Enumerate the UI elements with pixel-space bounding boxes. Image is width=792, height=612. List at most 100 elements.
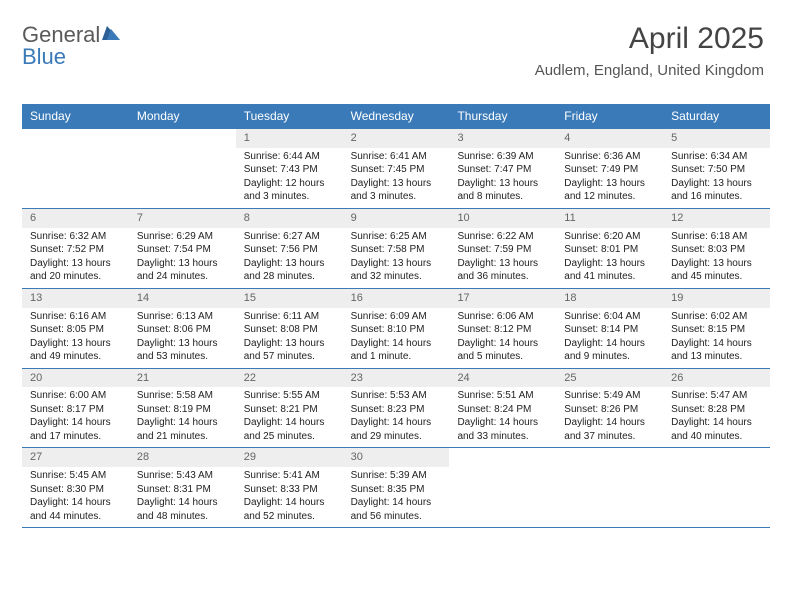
daylight-text: Daylight: 14 hours and 1 minute. xyxy=(351,337,442,364)
sunrise-text: Sunrise: 6:09 AM xyxy=(351,310,442,324)
calendar-header-cell: Monday xyxy=(129,104,236,128)
daylight-text: Daylight: 14 hours and 29 minutes. xyxy=(351,416,442,443)
sunrise-text: Sunrise: 6:34 AM xyxy=(671,150,762,164)
sunset-text: Sunset: 7:59 PM xyxy=(457,243,548,257)
sunset-text: Sunset: 7:50 PM xyxy=(671,163,762,177)
day-number: 29 xyxy=(236,448,343,467)
day-body: Sunrise: 5:39 AMSunset: 8:35 PMDaylight:… xyxy=(343,467,450,527)
sunset-text: Sunset: 8:05 PM xyxy=(30,323,121,337)
calendar-day-cell: 27Sunrise: 5:45 AMSunset: 8:30 PMDayligh… xyxy=(22,448,129,527)
calendar-day-cell: 19Sunrise: 6:02 AMSunset: 8:15 PMDayligh… xyxy=(663,289,770,368)
sunset-text: Sunset: 8:01 PM xyxy=(564,243,655,257)
sunset-text: Sunset: 7:49 PM xyxy=(564,163,655,177)
day-body: Sunrise: 6:41 AMSunset: 7:45 PMDaylight:… xyxy=(343,148,450,208)
sunrise-text: Sunrise: 5:45 AM xyxy=(30,469,121,483)
calendar-day-cell: 17Sunrise: 6:06 AMSunset: 8:12 PMDayligh… xyxy=(449,289,556,368)
day-body: Sunrise: 5:51 AMSunset: 8:24 PMDaylight:… xyxy=(449,387,556,447)
day-number: 10 xyxy=(449,209,556,228)
sunrise-text: Sunrise: 6:27 AM xyxy=(244,230,335,244)
calendar-day-cell: 26Sunrise: 5:47 AMSunset: 8:28 PMDayligh… xyxy=(663,369,770,448)
sunset-text: Sunset: 7:54 PM xyxy=(137,243,228,257)
daylight-text: Daylight: 14 hours and 52 minutes. xyxy=(244,496,335,523)
calendar-header-cell: Sunday xyxy=(22,104,129,128)
sunrise-text: Sunrise: 6:44 AM xyxy=(244,150,335,164)
day-number: 30 xyxy=(343,448,450,467)
daylight-text: Daylight: 13 hours and 53 minutes. xyxy=(137,337,228,364)
sunset-text: Sunset: 8:03 PM xyxy=(671,243,762,257)
sunrise-text: Sunrise: 6:02 AM xyxy=(671,310,762,324)
daylight-text: Daylight: 13 hours and 57 minutes. xyxy=(244,337,335,364)
sunset-text: Sunset: 8:33 PM xyxy=(244,483,335,497)
day-body: Sunrise: 5:55 AMSunset: 8:21 PMDaylight:… xyxy=(236,387,343,447)
day-number: 13 xyxy=(22,289,129,308)
day-body: Sunrise: 5:45 AMSunset: 8:30 PMDaylight:… xyxy=(22,467,129,527)
daylight-text: Daylight: 14 hours and 21 minutes. xyxy=(137,416,228,443)
day-number: 14 xyxy=(129,289,236,308)
sunset-text: Sunset: 8:14 PM xyxy=(564,323,655,337)
sunrise-text: Sunrise: 6:20 AM xyxy=(564,230,655,244)
calendar-day-cell: 12Sunrise: 6:18 AMSunset: 8:03 PMDayligh… xyxy=(663,209,770,288)
sunrise-text: Sunrise: 6:25 AM xyxy=(351,230,442,244)
calendar-week-row: 27Sunrise: 5:45 AMSunset: 8:30 PMDayligh… xyxy=(22,447,770,528)
daylight-text: Daylight: 13 hours and 24 minutes. xyxy=(137,257,228,284)
day-body: Sunrise: 6:13 AMSunset: 8:06 PMDaylight:… xyxy=(129,308,236,368)
calendar-day-cell: 13Sunrise: 6:16 AMSunset: 8:05 PMDayligh… xyxy=(22,289,129,368)
daylight-text: Daylight: 14 hours and 40 minutes. xyxy=(671,416,762,443)
sunrise-text: Sunrise: 6:29 AM xyxy=(137,230,228,244)
day-body: Sunrise: 6:20 AMSunset: 8:01 PMDaylight:… xyxy=(556,228,663,288)
daylight-text: Daylight: 14 hours and 44 minutes. xyxy=(30,496,121,523)
day-body: Sunrise: 6:16 AMSunset: 8:05 PMDaylight:… xyxy=(22,308,129,368)
sunset-text: Sunset: 7:56 PM xyxy=(244,243,335,257)
day-number: 20 xyxy=(22,369,129,388)
day-body: Sunrise: 6:02 AMSunset: 8:15 PMDaylight:… xyxy=(663,308,770,368)
sunrise-text: Sunrise: 6:11 AM xyxy=(244,310,335,324)
day-number: 28 xyxy=(129,448,236,467)
day-number: 12 xyxy=(663,209,770,228)
daylight-text: Daylight: 14 hours and 9 minutes. xyxy=(564,337,655,364)
sunset-text: Sunset: 7:58 PM xyxy=(351,243,442,257)
calendar-day-cell: 8Sunrise: 6:27 AMSunset: 7:56 PMDaylight… xyxy=(236,209,343,288)
sunrise-text: Sunrise: 6:00 AM xyxy=(30,389,121,403)
day-body: Sunrise: 5:43 AMSunset: 8:31 PMDaylight:… xyxy=(129,467,236,527)
day-body: Sunrise: 6:09 AMSunset: 8:10 PMDaylight:… xyxy=(343,308,450,368)
calendar-day-cell: 18Sunrise: 6:04 AMSunset: 8:14 PMDayligh… xyxy=(556,289,663,368)
calendar-day-cell: 30Sunrise: 5:39 AMSunset: 8:35 PMDayligh… xyxy=(343,448,450,527)
daylight-text: Daylight: 14 hours and 56 minutes. xyxy=(351,496,442,523)
sunrise-text: Sunrise: 6:39 AM xyxy=(457,150,548,164)
daylight-text: Daylight: 14 hours and 13 minutes. xyxy=(671,337,762,364)
sunrise-text: Sunrise: 5:55 AM xyxy=(244,389,335,403)
sunset-text: Sunset: 8:12 PM xyxy=(457,323,548,337)
day-body: Sunrise: 6:25 AMSunset: 7:58 PMDaylight:… xyxy=(343,228,450,288)
calendar-day-cell xyxy=(449,448,556,527)
day-body: Sunrise: 5:41 AMSunset: 8:33 PMDaylight:… xyxy=(236,467,343,527)
daylight-text: Daylight: 13 hours and 20 minutes. xyxy=(30,257,121,284)
sunrise-text: Sunrise: 5:43 AM xyxy=(137,469,228,483)
day-body: Sunrise: 6:39 AMSunset: 7:47 PMDaylight:… xyxy=(449,148,556,208)
sunset-text: Sunset: 8:10 PM xyxy=(351,323,442,337)
daylight-text: Daylight: 13 hours and 32 minutes. xyxy=(351,257,442,284)
calendar-day-cell: 29Sunrise: 5:41 AMSunset: 8:33 PMDayligh… xyxy=(236,448,343,527)
calendar-week-row: 6Sunrise: 6:32 AMSunset: 7:52 PMDaylight… xyxy=(22,208,770,288)
calendar-day-cell: 14Sunrise: 6:13 AMSunset: 8:06 PMDayligh… xyxy=(129,289,236,368)
daylight-text: Daylight: 13 hours and 41 minutes. xyxy=(564,257,655,284)
logo-text-blue: Blue xyxy=(22,44,66,70)
day-number: 24 xyxy=(449,369,556,388)
calendar-day-cell: 28Sunrise: 5:43 AMSunset: 8:31 PMDayligh… xyxy=(129,448,236,527)
sunrise-text: Sunrise: 5:58 AM xyxy=(137,389,228,403)
day-body: Sunrise: 6:44 AMSunset: 7:43 PMDaylight:… xyxy=(236,148,343,208)
sunset-text: Sunset: 8:23 PM xyxy=(351,403,442,417)
day-number: 21 xyxy=(129,369,236,388)
daylight-text: Daylight: 13 hours and 49 minutes. xyxy=(30,337,121,364)
calendar-week-row: 20Sunrise: 6:00 AMSunset: 8:17 PMDayligh… xyxy=(22,368,770,448)
daylight-text: Daylight: 13 hours and 36 minutes. xyxy=(457,257,548,284)
day-body: Sunrise: 6:22 AMSunset: 7:59 PMDaylight:… xyxy=(449,228,556,288)
daylight-text: Daylight: 13 hours and 3 minutes. xyxy=(351,177,442,204)
daylight-text: Daylight: 13 hours and 45 minutes. xyxy=(671,257,762,284)
calendar-day-cell: 9Sunrise: 6:25 AMSunset: 7:58 PMDaylight… xyxy=(343,209,450,288)
calendar-header-cell: Wednesday xyxy=(343,104,450,128)
day-body: Sunrise: 5:58 AMSunset: 8:19 PMDaylight:… xyxy=(129,387,236,447)
daylight-text: Daylight: 13 hours and 16 minutes. xyxy=(671,177,762,204)
day-number: 22 xyxy=(236,369,343,388)
day-body: Sunrise: 6:32 AMSunset: 7:52 PMDaylight:… xyxy=(22,228,129,288)
daylight-text: Daylight: 13 hours and 8 minutes. xyxy=(457,177,548,204)
